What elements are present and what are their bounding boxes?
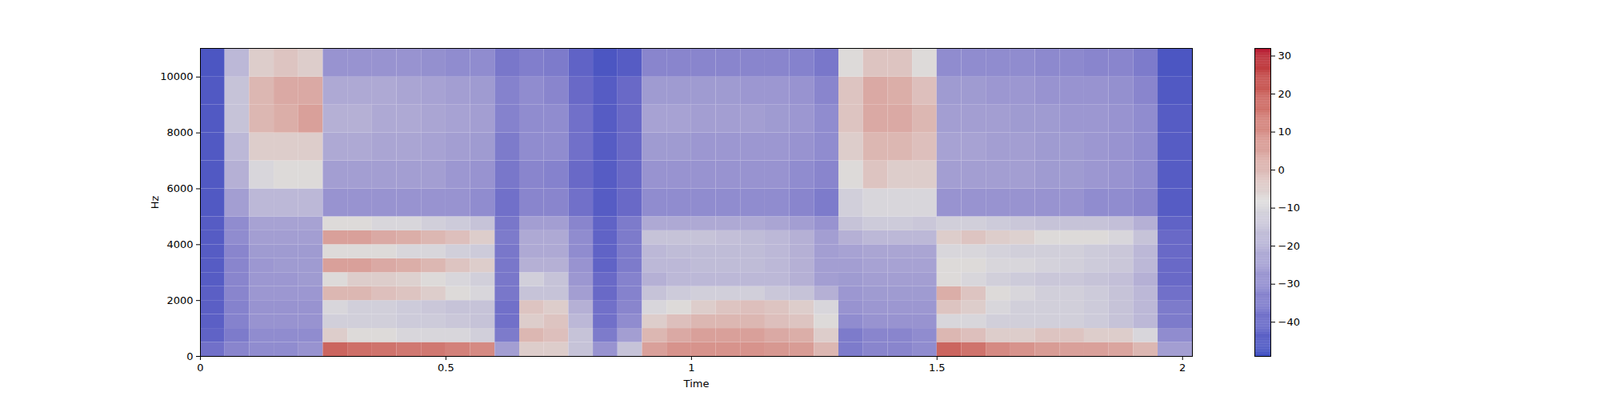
svg-text:0: 0 <box>186 350 193 363</box>
svg-text:1: 1 <box>688 361 695 374</box>
svg-text:10: 10 <box>1278 125 1292 138</box>
svg-text:−30: −30 <box>1278 277 1300 290</box>
svg-text:2: 2 <box>1179 361 1186 374</box>
svg-text:0.5: 0.5 <box>437 361 455 374</box>
svg-text:0: 0 <box>196 361 204 374</box>
svg-text:4000: 4000 <box>166 238 193 251</box>
svg-text:0: 0 <box>1278 164 1285 176</box>
svg-text:1.5: 1.5 <box>928 361 946 374</box>
svg-text:−10: −10 <box>1278 201 1300 214</box>
svg-text:8000: 8000 <box>166 126 193 139</box>
svg-text:−20: −20 <box>1278 240 1300 252</box>
svg-text:Time: Time <box>683 377 710 390</box>
svg-text:10000: 10000 <box>160 70 193 83</box>
svg-text:6000: 6000 <box>166 182 193 195</box>
svg-text:2000: 2000 <box>166 294 193 307</box>
svg-text:20: 20 <box>1278 88 1292 100</box>
svg-text:Hz: Hz <box>148 196 161 210</box>
svg-text:−40: −40 <box>1278 316 1300 328</box>
svg-text:30: 30 <box>1278 49 1292 62</box>
